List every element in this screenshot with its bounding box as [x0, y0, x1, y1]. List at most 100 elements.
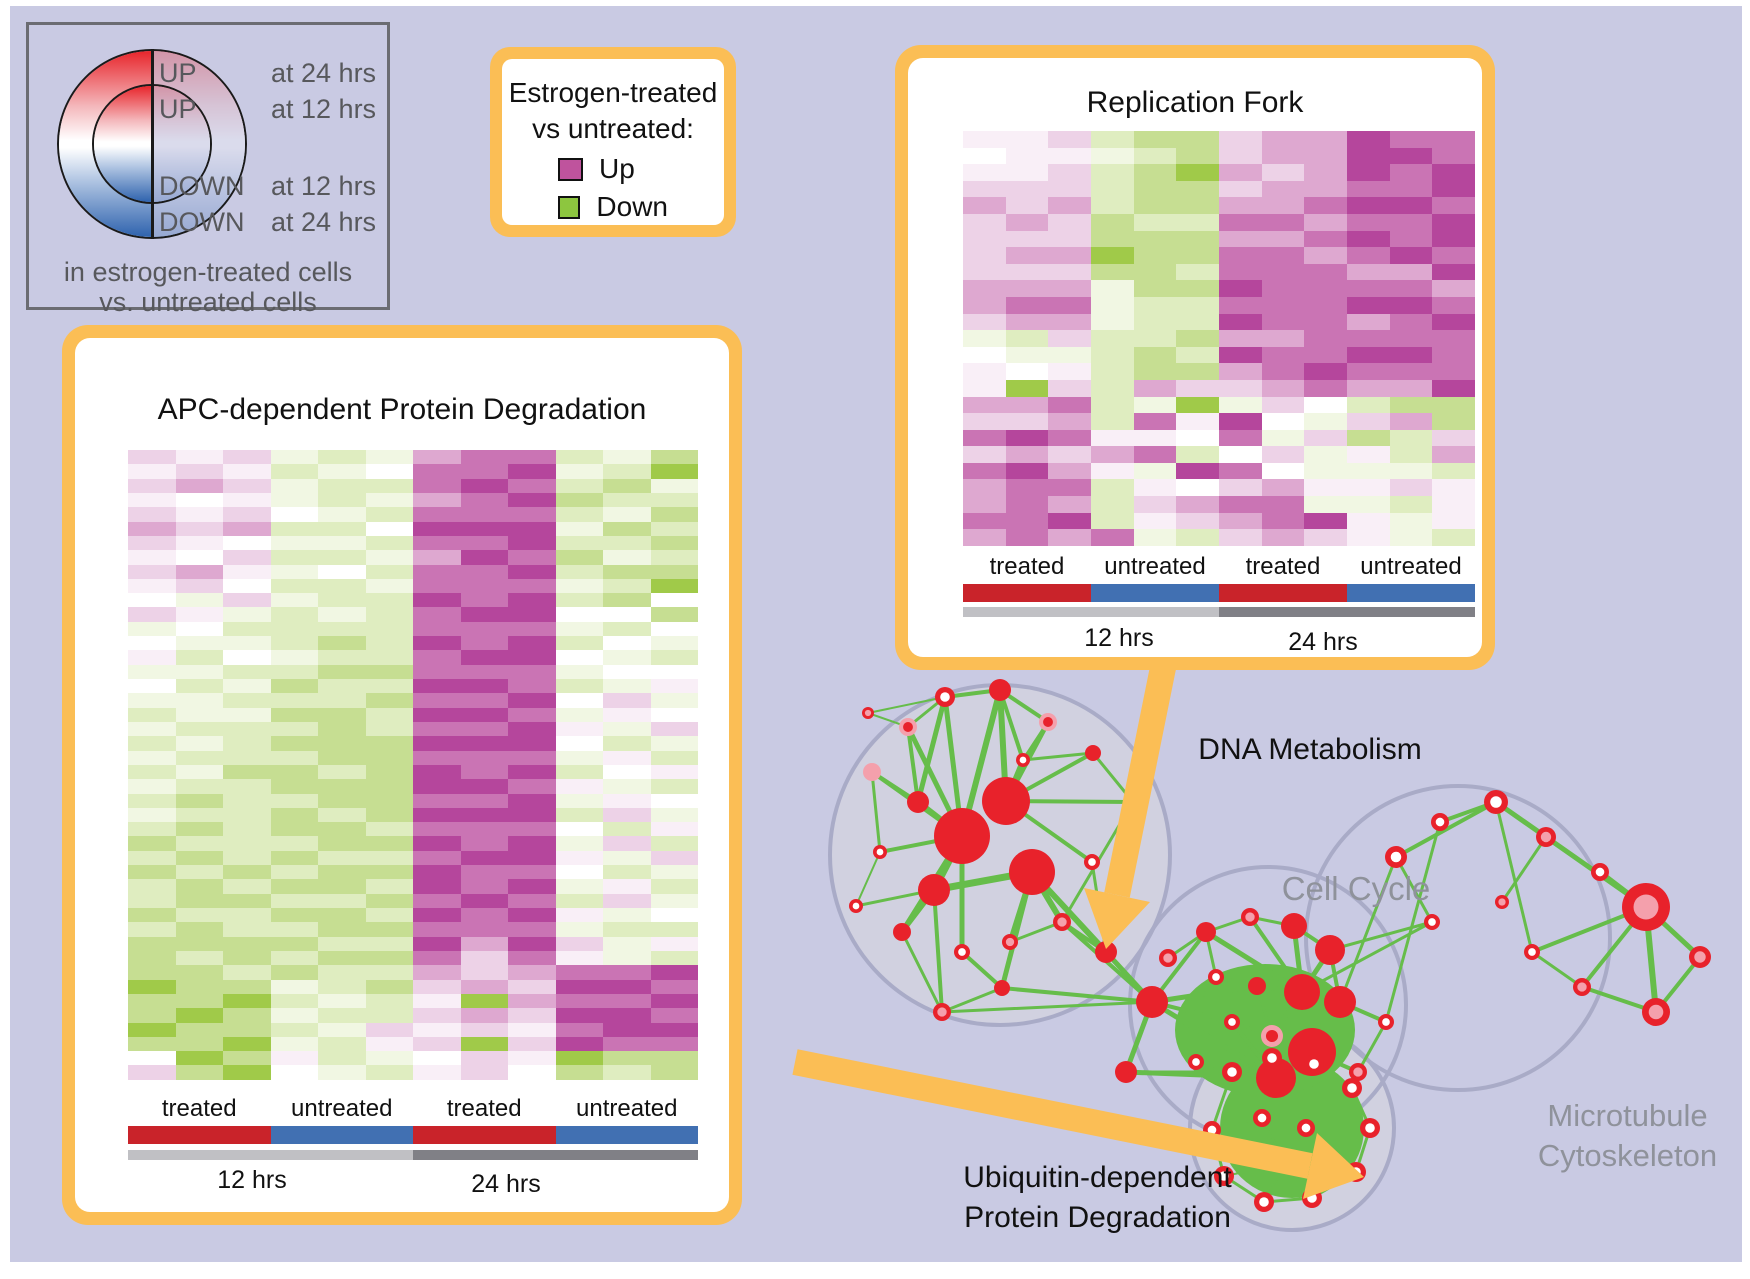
network-edge	[1203, 929, 1305, 995]
rf-group-label-untreated-12: untreated	[1104, 553, 1206, 580]
heatmap-cell	[175, 607, 223, 622]
heatmap-cell	[603, 779, 651, 794]
heatmap-cell	[318, 879, 366, 894]
heatmap-cell	[413, 679, 461, 694]
heatmap-cell	[1048, 164, 1092, 181]
heatmap-cell	[223, 507, 271, 522]
heatmap-cell	[603, 464, 651, 479]
gene-node-ring-center-white	[1528, 948, 1536, 956]
up-color-swatch	[558, 157, 583, 181]
heatmap-row	[128, 893, 698, 908]
apc-24hrs-label: 24 hrs	[471, 1170, 541, 1198]
heatmap-cell	[1347, 413, 1390, 430]
heatmap-cell	[223, 578, 271, 594]
apc-degradation-panel: APC-dependent Protein Degradation treate…	[62, 325, 742, 1225]
heatmap-cell	[555, 893, 603, 908]
network-edge	[1021, 751, 1095, 762]
heatmap-cell	[555, 621, 603, 637]
heatmap-cell	[555, 965, 603, 980]
heatmap-cell	[460, 650, 508, 665]
heatmap-cell	[1347, 396, 1390, 414]
heatmap-cell	[1005, 164, 1049, 181]
heatmap-cell	[650, 693, 698, 708]
heatmap-cell	[460, 1022, 508, 1037]
heatmap-cell	[1048, 496, 1092, 513]
heatmap-cell	[1005, 413, 1049, 430]
gene-node-ring-center-pink	[1577, 982, 1587, 992]
heatmap-cell	[413, 950, 461, 966]
treated-bar	[128, 1126, 271, 1144]
heatmap-row	[128, 578, 698, 594]
gene-node-solid	[1324, 986, 1356, 1018]
heatmap-cell	[1005, 396, 1049, 414]
heatmap-cell	[413, 850, 461, 866]
heatmap-cell	[1219, 379, 1262, 397]
heatmap-cell	[1219, 180, 1262, 198]
gene-node-ring-center-pink	[1057, 917, 1067, 927]
gene-node-ring-center-white	[1227, 1067, 1237, 1077]
heatmap-cell	[223, 736, 271, 751]
heatmap-cell	[1432, 429, 1476, 447]
heatmap-cell	[413, 807, 461, 823]
heatmap-cell	[1005, 330, 1049, 347]
heatmap-cell	[1091, 280, 1134, 297]
heatmap-cell	[128, 478, 176, 493]
heatmap-cell	[1176, 263, 1220, 281]
heatmap-cell	[555, 492, 603, 508]
network-edge	[1210, 1070, 1234, 1132]
gene-node-ring-center-pink	[1163, 953, 1173, 963]
heatmap-cell	[318, 908, 366, 923]
heatmap-cell	[270, 550, 318, 565]
heatmap-cell	[223, 793, 271, 808]
heatmap-cell	[318, 1022, 366, 1037]
heatmap-cell	[128, 650, 176, 665]
heatmap-row	[128, 1065, 698, 1080]
heatmap-row	[963, 147, 1476, 165]
updown-legend-box: Estrogen-treated vs untreated: Up Down	[490, 47, 736, 237]
heatmap-cell	[175, 679, 223, 694]
rf-treatment-bars	[963, 584, 1475, 602]
heatmap-cell	[650, 979, 698, 994]
heatmap-cell	[460, 550, 508, 565]
heatmap-cell	[128, 521, 176, 536]
heatmap-cell	[365, 679, 413, 694]
heatmap-cell	[128, 764, 176, 780]
heatmap-row	[128, 750, 698, 765]
heatmap-cell	[270, 865, 318, 880]
heatmap-cell	[460, 636, 508, 651]
heatmap-cell	[1432, 446, 1476, 463]
heatmap-cell	[1048, 512, 1092, 530]
gene-node-solid	[1115, 1061, 1137, 1083]
heatmap-cell	[128, 879, 176, 894]
heatmap-cell	[365, 707, 413, 722]
heatmap-cell	[650, 950, 698, 966]
heatmap-cell	[460, 879, 508, 894]
heatmap-cell	[270, 993, 318, 1009]
heatmap-cell	[1091, 197, 1134, 214]
gene-node-halo-core	[903, 722, 913, 732]
network-edge	[940, 1000, 1154, 1014]
heatmap-cell	[1219, 330, 1262, 347]
heatmap-cell	[650, 908, 698, 923]
heatmap-cell	[318, 1051, 366, 1066]
gene-node-ring-center-pink	[1648, 1004, 1664, 1020]
heatmap-cell	[1389, 529, 1433, 546]
heatmap-cell	[650, 764, 698, 780]
heatmap-cell	[460, 478, 508, 493]
heatmap-row	[128, 593, 698, 608]
heatmap-cell	[1261, 429, 1305, 447]
heatmap-cell	[555, 822, 603, 837]
heatmap-cell	[1091, 462, 1134, 480]
heatmap-cell	[555, 807, 603, 823]
heatmap-cell	[1005, 512, 1049, 530]
heatmap-cell	[508, 564, 556, 579]
heatmap-cell	[413, 979, 461, 994]
heatmap-cell	[508, 693, 556, 708]
heatmap-cell	[1389, 280, 1433, 297]
heatmap-cell	[963, 379, 1006, 397]
heatmap-cell	[365, 693, 413, 708]
untreated-bar	[555, 1126, 698, 1144]
heatmap-cell	[603, 979, 651, 994]
heatmap-cell	[508, 850, 556, 866]
heatmap-cell	[365, 1036, 413, 1052]
